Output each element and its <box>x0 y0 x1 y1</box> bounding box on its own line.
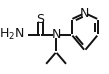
Text: S: S <box>36 13 44 26</box>
Text: N: N <box>80 7 89 20</box>
Text: N: N <box>51 28 61 41</box>
Text: H$_2$N: H$_2$N <box>0 27 25 42</box>
